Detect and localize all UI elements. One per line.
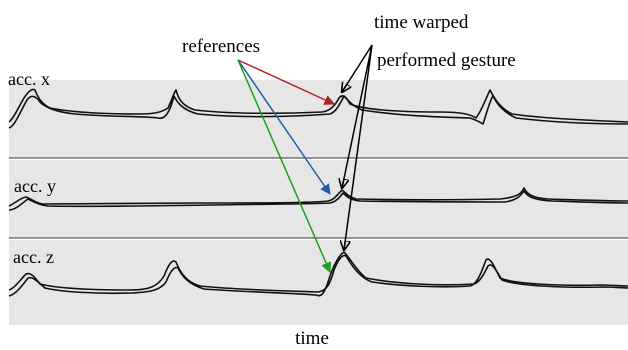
performed-gesture-arrows (342, 44, 373, 250)
panel-acc-x-bg (9, 80, 628, 158)
trace-acc-x-reference (8, 88, 628, 123)
label-references: references (182, 36, 260, 57)
arrow-reference-to-acc-x (237, 59, 335, 105)
trace-acc-z-performed (8, 251, 628, 297)
trace-acc-x-performed (8, 95, 628, 129)
panel-acc-y-bg (9, 160, 628, 238)
panel-acc-x (9, 80, 628, 159)
trace-acc-y (8, 187, 628, 211)
label-time-warped: time warped (374, 12, 469, 33)
trace-acc-y-reference (8, 187, 628, 207)
arrow-performed-to-acc-x (342, 44, 373, 92)
reference-arrows (237, 59, 335, 273)
label-acc-z: acc. z (13, 247, 54, 267)
panel-acc-z (9, 240, 628, 325)
trace-acc-z (8, 251, 628, 297)
trace-acc-y-performed (8, 190, 628, 211)
panel-acc-y (9, 160, 628, 239)
arrow-reference-to-acc-y (237, 59, 331, 195)
arrow-performed-to-acc-y (342, 44, 373, 188)
trace-acc-x (8, 88, 628, 129)
arrow-performed-to-acc-z (344, 44, 373, 250)
x-axis-label: time (295, 328, 329, 349)
panel-acc-z-bg (9, 240, 628, 325)
label-performed-gesture: performed gesture (377, 50, 516, 71)
label-acc-x: acc. x (8, 69, 50, 89)
arrow-reference-to-acc-z (237, 59, 332, 273)
label-acc-y: acc. y (14, 176, 56, 196)
